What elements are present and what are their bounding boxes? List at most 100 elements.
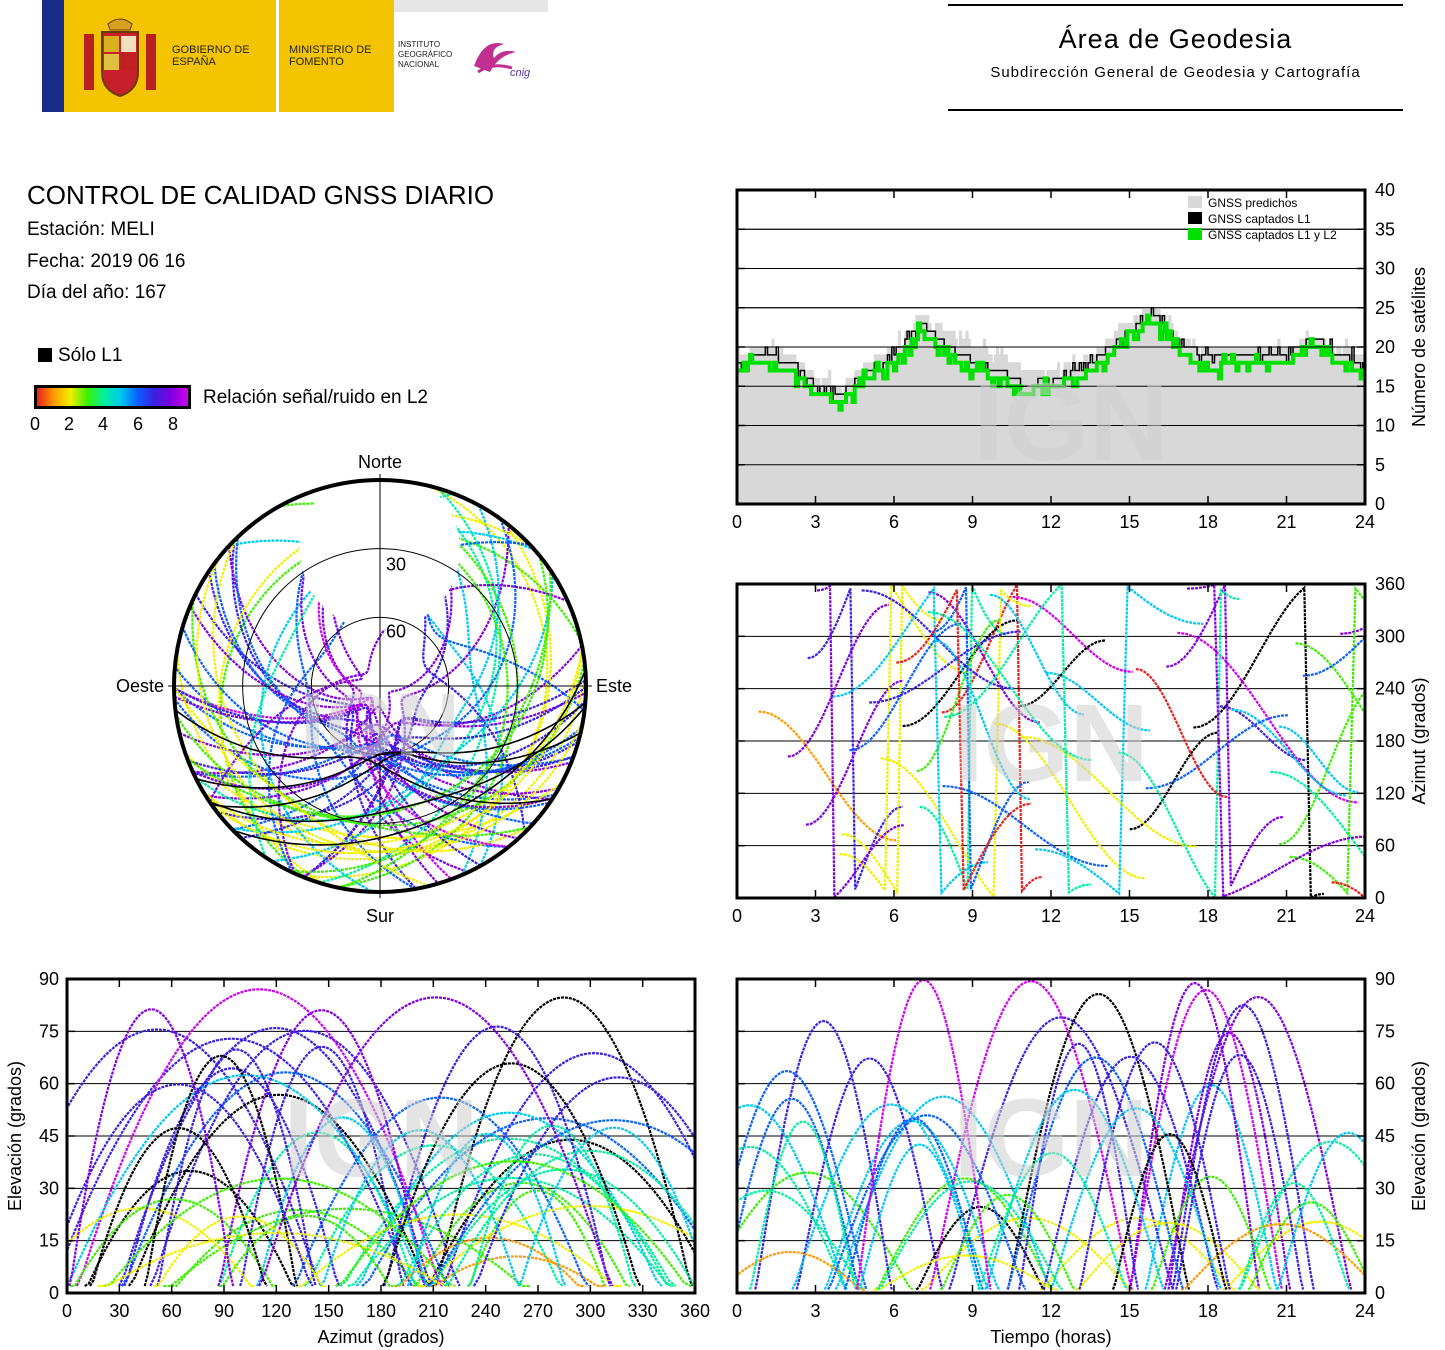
- y-tick-label: 0: [1375, 1283, 1385, 1303]
- elevation-time-track: [737, 1171, 914, 1291]
- azimuth-track: [1231, 708, 1348, 797]
- y-tick-label: 30: [1375, 1178, 1395, 1198]
- instituto-text: INSTITUTO GEOGRÁFICO NACIONAL: [398, 40, 453, 69]
- azimuth-track: [849, 622, 962, 752]
- azimuth-track: [896, 589, 1032, 891]
- elevation-azimuth-track: [156, 1048, 317, 1287]
- cnig-text: cnig: [510, 67, 531, 79]
- elevation-time-track: [1078, 1041, 1231, 1290]
- azimuth-track: [916, 619, 1000, 773]
- y-tick-label: 15: [1375, 376, 1395, 396]
- logo-flag-stripe: [42, 0, 64, 112]
- elevation-time-track: [977, 1151, 1129, 1291]
- elevation-time-track: [915, 1205, 1046, 1291]
- x-tick-label: 3: [810, 1301, 820, 1321]
- elevation-azimuth-track: [334, 1160, 692, 1288]
- elevation-azimuth-track: [217, 1009, 426, 1287]
- elevation-time-track: [1167, 1031, 1292, 1290]
- page-title: CONTROL DE CALIDAD GNSS DIARIO: [27, 180, 495, 210]
- azimuth-track: [1035, 584, 1204, 896]
- y-tick-label: 10: [1375, 416, 1395, 436]
- elevation-azimuth-track: [434, 996, 694, 1287]
- sky-track: [184, 752, 563, 839]
- y-tick-label: 15: [1375, 1231, 1395, 1251]
- x-axis-label: Azimut (grados): [317, 1327, 444, 1347]
- elevation-time-track: [1150, 1175, 1272, 1291]
- y-axis-label: Azimut (grados): [1409, 677, 1429, 804]
- x-tick-label: 30: [109, 1301, 129, 1321]
- elevation-azimuth-track: [171, 1208, 424, 1288]
- logo-divider: [276, 0, 279, 112]
- y-tick-label: 30: [39, 1178, 59, 1198]
- elevation-azimuth-track: [294, 1213, 622, 1288]
- x-tick-label: 12: [1041, 906, 1061, 926]
- sky-track: [189, 605, 519, 840]
- elevation-time-track: [857, 1143, 982, 1290]
- snr-tick: 4: [98, 414, 109, 434]
- ign-watermark: IGN: [953, 1077, 1149, 1200]
- x-tick-label: 21: [1276, 906, 1296, 926]
- captured-l1-l2-line: [737, 313, 1365, 412]
- azimuth-track: [1279, 725, 1359, 794]
- sky-track: [192, 705, 553, 801]
- elevation-time-track: [1238, 1140, 1365, 1291]
- azimuth-track: [1289, 585, 1365, 896]
- elevation-time-track: [939, 1193, 1076, 1291]
- elevation-time-track: [984, 1088, 1165, 1290]
- sky-track: [174, 686, 430, 887]
- x-tick-label: 15: [1119, 512, 1139, 532]
- sky-track: [240, 686, 586, 840]
- ign-watermark: IGN: [300, 676, 460, 776]
- cnig-logo-icon: cnig: [474, 42, 531, 79]
- doy-label: Día del año: 167: [27, 282, 167, 303]
- elevation-azimuth-track: [219, 1214, 394, 1288]
- azimuth-track: [902, 619, 1018, 728]
- sky-track: [195, 556, 585, 854]
- elevation-azimuth-track: [406, 1132, 567, 1287]
- elevation-azimuth-track: [67, 1037, 413, 1287]
- elevation-time-track: [737, 1189, 865, 1291]
- x-tick-label: 21: [1276, 1301, 1296, 1321]
- x-tick-label: 24: [1355, 906, 1375, 926]
- y-tick-label: 30: [1375, 259, 1395, 279]
- sky-track: [175, 554, 550, 818]
- elevation-azimuth-track: [123, 1067, 341, 1287]
- sky-track: [187, 742, 575, 776]
- snr-tick: 0: [30, 414, 41, 434]
- snr-tick: 8: [168, 414, 179, 434]
- azimuth-track: [839, 584, 969, 894]
- sky-track: [295, 480, 416, 890]
- elevation-time-track: [737, 1104, 848, 1290]
- sky-track: [205, 644, 583, 800]
- elevation-azimuth-track: [466, 1189, 608, 1288]
- sky-track: [300, 481, 554, 809]
- elevation-azimuth-track: [394, 1236, 585, 1288]
- sky-track: [303, 679, 586, 879]
- elevation-time-track: [827, 1114, 1027, 1291]
- azimuth-track: [932, 586, 1030, 890]
- elevation-azimuth-track: [97, 1231, 455, 1288]
- y-tick-label: 5: [1375, 455, 1385, 475]
- elevation-azimuth-track: [395, 1153, 672, 1287]
- x-tick-label: 150: [314, 1301, 344, 1321]
- north-label: Norte: [358, 452, 402, 472]
- x-tick-label: 12: [1041, 1301, 1061, 1321]
- azimuth-track: [869, 630, 1021, 704]
- legend-swatch: [1188, 196, 1202, 208]
- coat-of-arms-icon: [84, 18, 156, 98]
- ign-watermark: IGN: [953, 682, 1149, 805]
- station-label: Estación: MELI: [27, 219, 155, 240]
- ring-label: 60: [386, 621, 406, 641]
- elevation-azimuth-track: [89, 1126, 268, 1287]
- y-axis-label: Elevación (grados): [5, 1061, 25, 1211]
- azimuth-track: [1135, 667, 1228, 799]
- y-tick-label: 45: [1375, 1126, 1395, 1146]
- east-label: Este: [596, 676, 632, 696]
- azimuth-track: [1186, 584, 1365, 898]
- elevation-time-track: [1180, 1223, 1365, 1291]
- ministerio-text: MINISTERIO DE FOMENTO: [289, 44, 372, 68]
- azimuth-track: [787, 603, 890, 758]
- x-tick-label: 6: [889, 512, 899, 532]
